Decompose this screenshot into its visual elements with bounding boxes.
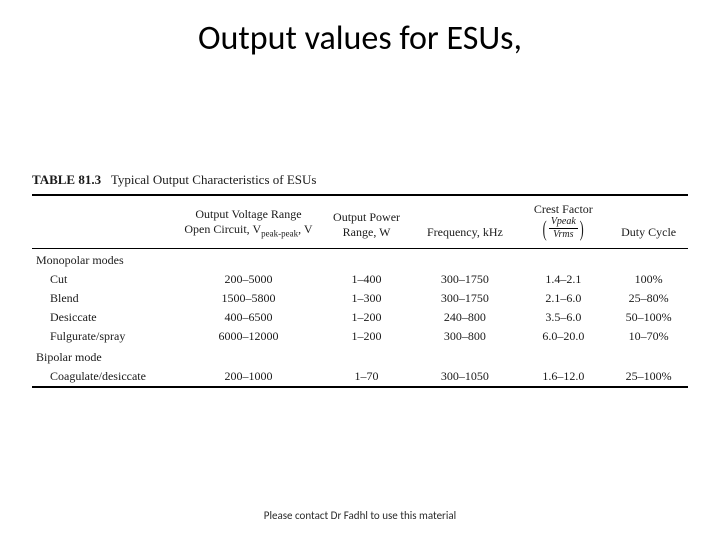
power-range: 1–400 [321,270,413,289]
frequency: 300–1750 [412,270,517,289]
table-row: Coagulate/desiccate200–10001–70300–10501… [32,367,688,387]
esu-output-table: Output Voltage Range Open Circuit, Vpeak… [32,194,688,388]
crest-factor: 3.5–6.0 [517,308,609,327]
mode-name: Blend [32,289,176,308]
mode-name: Coagulate/desiccate [32,367,176,387]
col-header-duty-cycle: Duty Cycle [609,195,688,249]
footer-note: Please contact Dr Fadhl to use this mate… [0,509,720,522]
frequency: 300–1050 [412,367,517,387]
col-header-voltage: Output Voltage Range Open Circuit, Vpeak… [176,195,320,249]
table-caption: TABLE 81.3 Typical Output Characteristic… [32,172,688,188]
frequency: 300–1750 [412,289,517,308]
table-section-heading: Bipolar mode [32,346,688,367]
voltage-range: 200–1000 [176,367,320,387]
table-section-heading: Monopolar modes [32,249,688,271]
col-header-crest-factor: Crest Factor (VpeakVrms) [517,195,609,249]
frequency: 300–800 [412,327,517,346]
mode-name: Fulgurate/spray [32,327,176,346]
voltage-range: 400–6500 [176,308,320,327]
crest-factor: 6.0–20.0 [517,327,609,346]
table-caption-text: Typical Output Characteristics of ESUs [111,172,317,187]
power-range: 1–200 [321,308,413,327]
col-header-frequency: Frequency, kHz [412,195,517,249]
table-row: Cut200–50001–400300–17501.4–2.1100% [32,270,688,289]
duty-cycle: 10–70% [609,327,688,346]
frequency: 240–800 [412,308,517,327]
power-range: 1–70 [321,367,413,387]
page-title: Output values for ESUs, [0,18,720,59]
duty-cycle: 25–100% [609,367,688,387]
esu-table-container: TABLE 81.3 Typical Output Characteristic… [32,172,688,388]
crest-factor: 1.4–2.1 [517,270,609,289]
section-heading-cell: Bipolar mode [32,346,688,367]
voltage-range: 1500–5800 [176,289,320,308]
voltage-range: 6000–12000 [176,327,320,346]
crest-factor: 2.1–6.0 [517,289,609,308]
power-range: 1–300 [321,289,413,308]
crest-factor: 1.6–12.0 [517,367,609,387]
duty-cycle: 50–100% [609,308,688,327]
table-row: Blend1500–58001–300300–17502.1–6.025–80% [32,289,688,308]
table-row: Desiccate400–65001–200240–8003.5–6.050–1… [32,308,688,327]
col-header-blank [32,195,176,249]
duty-cycle: 25–80% [609,289,688,308]
table-caption-label: TABLE 81.3 [32,172,101,187]
section-heading-cell: Monopolar modes [32,249,688,271]
power-range: 1–200 [321,327,413,346]
voltage-range: 200–5000 [176,270,320,289]
mode-name: Cut [32,270,176,289]
col-header-power: Output Power Range, W [321,195,413,249]
mode-name: Desiccate [32,308,176,327]
duty-cycle: 100% [609,270,688,289]
table-row: Fulgurate/spray6000–120001–200300–8006.0… [32,327,688,346]
